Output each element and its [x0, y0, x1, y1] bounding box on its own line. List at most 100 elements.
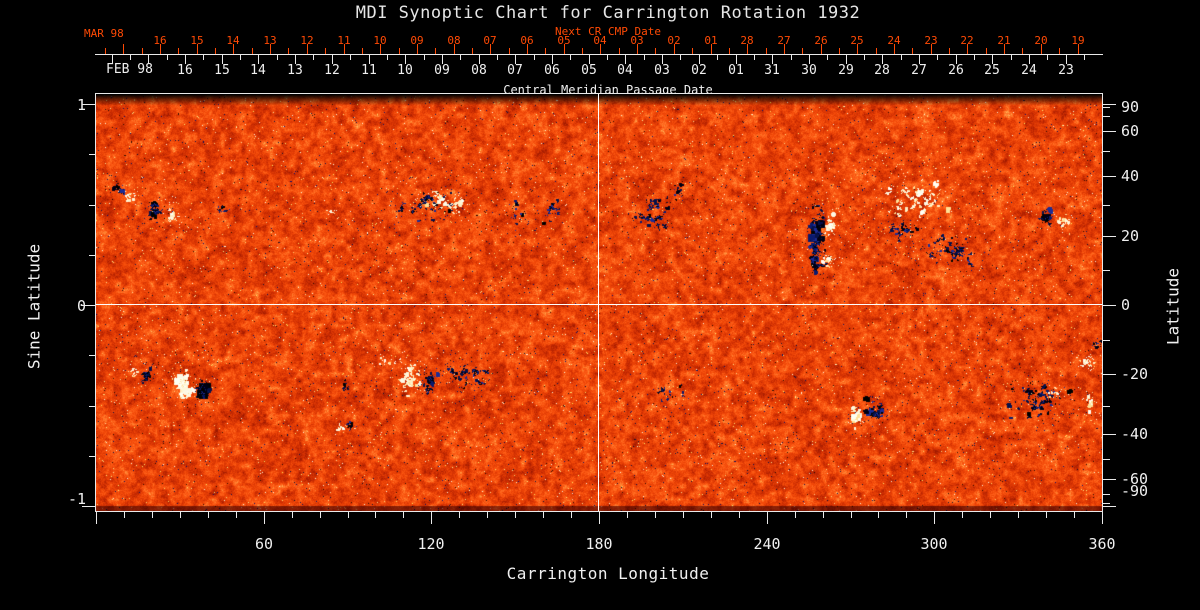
next-cr-tick-label: 26 — [814, 34, 828, 47]
next-cr-tick-label: 07 — [483, 34, 497, 47]
cmp-tick-label: 04 — [617, 63, 633, 78]
cmp-tick — [497, 55, 498, 60]
cmp-tick — [680, 55, 681, 60]
y-left-minor-tick — [89, 456, 96, 457]
next-cr-tick-label: 13 — [263, 34, 277, 47]
next-cr-tick — [949, 48, 950, 54]
x-tick — [711, 511, 712, 518]
cmp-tick-label: 23 — [1058, 63, 1074, 78]
cmp-tick-label: 02 — [691, 63, 707, 78]
cmp-tick — [277, 55, 278, 60]
next-cr-tick — [619, 48, 620, 54]
x-tick — [180, 511, 181, 518]
next-cr-tick — [894, 44, 895, 54]
x-tick — [683, 511, 684, 518]
y-right-minor-tick — [1103, 340, 1110, 341]
latitude-0-reference-line — [96, 304, 1102, 305]
y-right-tick — [1103, 305, 1116, 306]
cmp-tick — [736, 55, 737, 64]
next-cr-tick — [747, 44, 748, 54]
chart-title: MDI Synoptic Chart for Carrington Rotati… — [355, 3, 861, 23]
y-right-tick — [1103, 236, 1116, 237]
cmp-tick — [460, 55, 461, 60]
x-tick-label: 60 — [254, 535, 274, 553]
x-tick — [878, 511, 879, 518]
cmp-tick — [534, 55, 535, 60]
next-cr-tick — [674, 44, 675, 54]
x-tick — [655, 511, 656, 518]
cmp-tick — [1047, 55, 1048, 60]
cmp-tick-label: 15 — [214, 63, 230, 78]
next-cr-tick-label: 10 — [373, 34, 387, 47]
y-right-minor-tick — [1103, 503, 1110, 504]
cmp-tick — [827, 55, 828, 60]
x-tick — [906, 511, 907, 518]
next-cr-tick-label: 24 — [887, 34, 901, 47]
y-right-minor-tick — [1103, 270, 1110, 271]
y-right-tick — [1103, 506, 1116, 507]
next-cr-tick — [454, 44, 455, 54]
cmp-tick — [919, 55, 920, 64]
y-right-tick — [1103, 176, 1116, 177]
cmp-tick-label: 01 — [728, 63, 744, 78]
cmp-tick-label: 09 — [434, 63, 450, 78]
next-cr-tick-label: 12 — [300, 34, 314, 47]
cmp-tick — [515, 55, 516, 64]
cmp-tick — [1029, 55, 1030, 64]
cmp-tick — [442, 55, 443, 64]
next-cr-tick — [1022, 48, 1023, 54]
next-cr-tick — [270, 44, 271, 54]
y-right-tick — [1103, 131, 1116, 132]
x-tick — [599, 511, 600, 524]
cmp-tick — [350, 55, 351, 60]
next-cr-tick — [912, 48, 913, 54]
x-tick — [962, 511, 963, 518]
next-cr-tick — [1059, 48, 1060, 54]
cmp-tick — [552, 55, 553, 64]
y-left-minor-tick — [89, 154, 96, 155]
cmp-tick — [662, 55, 663, 64]
next-cr-tick — [802, 48, 803, 54]
cmp-tick — [258, 55, 259, 64]
x-tick — [320, 511, 321, 518]
x-tick-label: 300 — [920, 535, 948, 553]
next-cr-tick-label: 11 — [337, 34, 351, 47]
next-cr-tick — [839, 48, 840, 54]
y-right-tick — [1103, 479, 1116, 480]
cmp-tick — [699, 55, 700, 64]
cmp-tick — [992, 55, 993, 64]
cmp-tick-label: 26 — [948, 63, 964, 78]
next-cr-tick — [564, 44, 565, 54]
next-cr-tick — [435, 48, 436, 54]
cmp-tick-label: 30 — [801, 63, 817, 78]
cmp-tick-label: 03 — [654, 63, 670, 78]
next-cr-tick — [178, 48, 179, 54]
cmp-tick — [405, 55, 406, 64]
y-right-minor-tick — [1103, 107, 1110, 108]
y-right-minor-tick — [1103, 459, 1110, 460]
next-cr-tick — [655, 48, 656, 54]
next-cr-tick — [986, 48, 987, 54]
y-right-minor-tick — [1103, 494, 1110, 495]
next-cr-tick — [729, 48, 730, 54]
cmp-tick — [1084, 55, 1085, 60]
x-axis-title: Carrington Longitude — [506, 564, 710, 583]
next-cr-tick — [197, 44, 198, 54]
next-cr-tick-label: 04 — [593, 34, 607, 47]
cmp-tick — [1066, 55, 1067, 64]
next-cr-tick — [142, 48, 143, 54]
x-tick — [403, 511, 404, 518]
y-right-tick-label: -90 — [1121, 482, 1149, 500]
y-left-tick-label: 0 — [76, 297, 86, 315]
next-cr-tick — [967, 44, 968, 54]
cmp-tick — [185, 55, 186, 64]
cmp-tick — [589, 55, 590, 64]
y-right-tick-label: 60 — [1121, 122, 1140, 140]
cmp-tick-label: 11 — [361, 63, 377, 78]
y-right-tick-label: 40 — [1121, 167, 1140, 185]
y-left-minor-tick — [89, 406, 96, 407]
y-left-tick — [82, 506, 96, 507]
next-cr-tick — [692, 48, 693, 54]
next-cr-tick — [711, 44, 712, 54]
next-cr-tick-label: 21 — [997, 34, 1011, 47]
